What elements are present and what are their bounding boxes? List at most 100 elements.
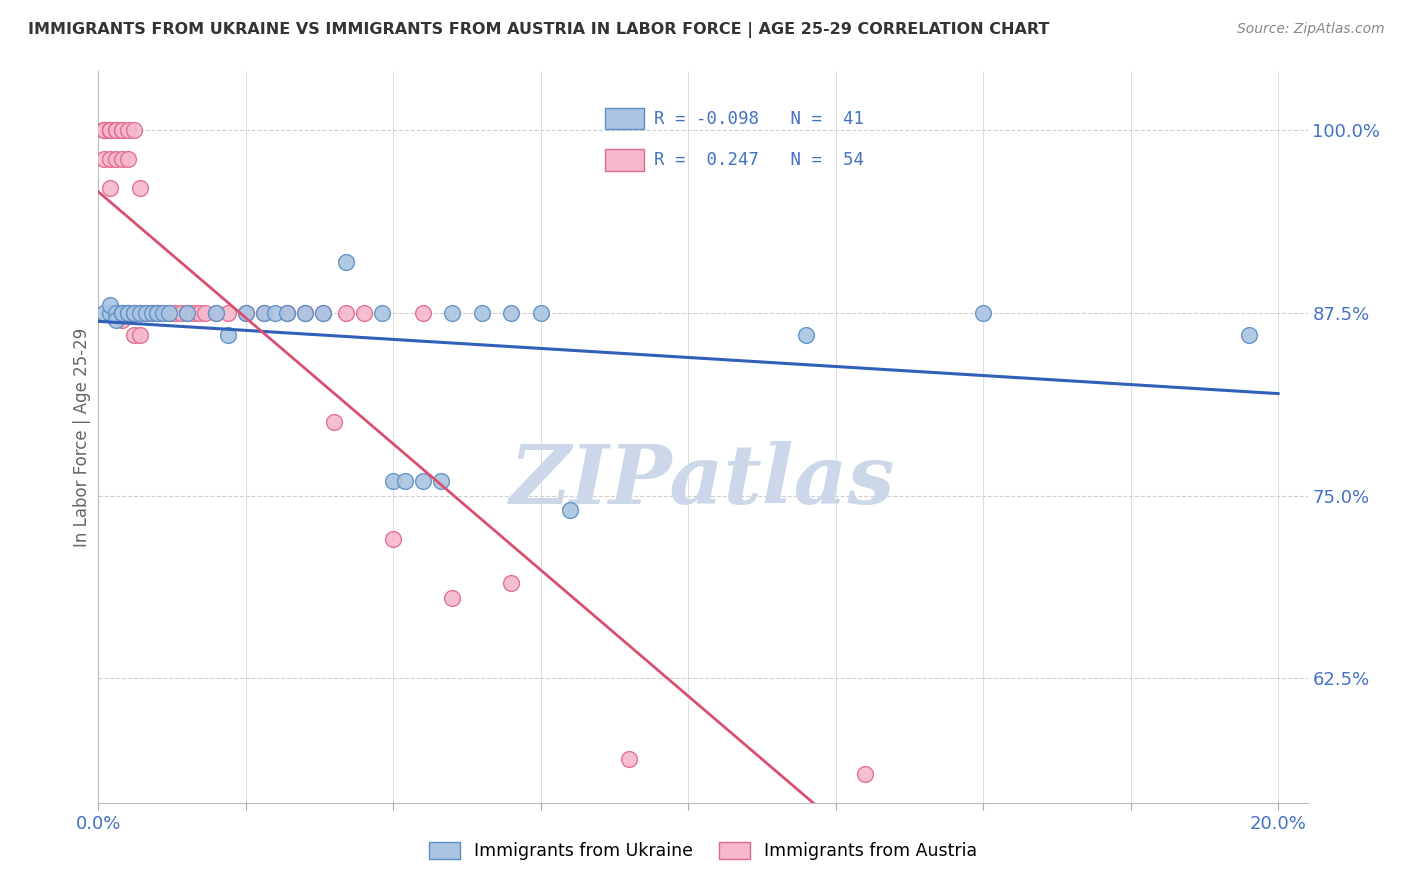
Point [252,306,274,320]
Point [335,306,357,320]
Point [111,306,134,320]
Point [117,306,139,320]
Point [441,591,464,605]
Point [311,306,333,320]
Point [128,181,150,195]
Point [152,306,174,320]
Point [194,306,217,320]
Point [530,306,553,320]
Point [176,306,198,320]
Text: Source: ZipAtlas.com: Source: ZipAtlas.com [1237,22,1385,37]
Point [122,306,145,320]
Point [382,474,405,488]
Point [441,306,464,320]
Point [122,306,145,320]
Point [105,306,128,320]
Point [117,306,139,320]
Point [294,306,316,320]
Point [98,298,121,312]
Point [93,152,115,166]
Point [105,306,128,320]
Point [146,306,169,320]
Point [471,306,494,320]
Text: ZIPatlas: ZIPatlas [510,441,896,521]
Point [157,306,180,320]
Point [412,306,434,320]
Point [311,306,333,320]
Point [117,152,139,166]
Point [972,306,994,320]
Point [152,306,174,320]
Point [382,533,405,547]
Point [853,766,876,780]
Text: IMMIGRANTS FROM UKRAINE VS IMMIGRANTS FROM AUSTRIA IN LABOR FORCE | AGE 25-29 CO: IMMIGRANTS FROM UKRAINE VS IMMIGRANTS FR… [28,22,1049,38]
Point [105,123,128,137]
Point [111,152,134,166]
Point [93,123,115,137]
Point [117,123,139,137]
Point [276,306,298,320]
Point [93,123,115,137]
Point [501,576,523,591]
Point [98,123,121,137]
Point [122,327,145,342]
Point [235,306,257,320]
Point [128,306,150,320]
Point [141,306,163,320]
Point [412,474,434,488]
Point [353,306,375,320]
Point [111,306,134,320]
Point [205,306,228,320]
Point [217,306,239,320]
Point [429,474,451,488]
Point [170,306,193,320]
Point [111,313,134,327]
Point [205,306,228,320]
Point [93,306,115,320]
Point [501,306,523,320]
Point [141,306,163,320]
Point [105,152,128,166]
Point [176,306,198,320]
Point [276,306,298,320]
Point [105,123,128,137]
Point [165,306,187,320]
Point [98,306,121,320]
Point [98,181,121,195]
Point [98,123,121,137]
Point [98,123,121,137]
Point [122,123,145,137]
Point [111,123,134,137]
Point [157,306,180,320]
Point [181,306,204,320]
Point [235,306,257,320]
Point [560,503,582,517]
Point [122,306,145,320]
Point [93,123,115,137]
Point [294,306,316,320]
Point [335,254,357,268]
Point [128,306,150,320]
Y-axis label: In Labor Force | Age 25-29: In Labor Force | Age 25-29 [73,327,91,547]
Point [619,752,641,766]
Legend: Immigrants from Ukraine, Immigrants from Austria: Immigrants from Ukraine, Immigrants from… [422,835,984,867]
Point [111,306,134,320]
Point [264,306,287,320]
Point [394,474,416,488]
Point [146,306,169,320]
Point [217,327,239,342]
Point [370,306,392,320]
Point [323,416,346,430]
Point [111,123,134,137]
Point [146,306,169,320]
Point [135,306,157,320]
Point [98,152,121,166]
Point [1237,327,1260,342]
Point [117,306,139,320]
Point [187,306,209,320]
Point [135,306,157,320]
Point [252,306,274,320]
Point [128,327,150,342]
Point [105,313,128,327]
Point [794,327,817,342]
